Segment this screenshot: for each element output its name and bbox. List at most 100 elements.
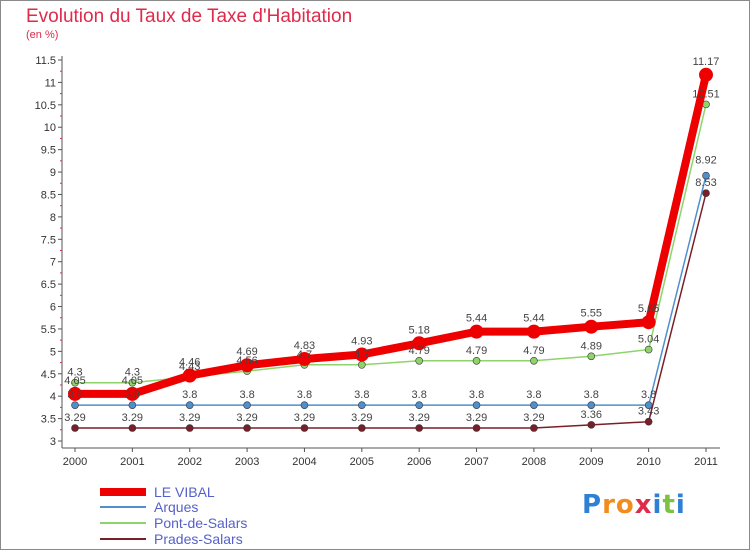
- x-tick-label: 2000: [63, 456, 87, 468]
- data-label: 4.83: [294, 340, 315, 352]
- data-point: [240, 358, 255, 373]
- data-point: [472, 424, 481, 432]
- data-label: 3.8: [641, 389, 656, 401]
- data-point: [469, 324, 484, 339]
- y-tick-label: 3.5: [41, 414, 56, 426]
- data-point: [71, 424, 79, 432]
- x-tick-label: 2011: [694, 456, 718, 468]
- data-point: [243, 401, 251, 409]
- x-tick-label: 2005: [350, 456, 374, 468]
- y-tick-label: 5.5: [41, 324, 56, 336]
- data-label: 3.36: [581, 409, 602, 421]
- data-point: [300, 424, 309, 432]
- data-label: 3.8: [412, 389, 427, 401]
- data-point: [641, 315, 656, 330]
- data-label: 8.92: [695, 155, 716, 167]
- data-label: 3.29: [351, 412, 372, 424]
- data-point: [472, 356, 481, 365]
- data-point: [297, 351, 312, 366]
- data-point: [185, 401, 194, 409]
- data-point: [587, 352, 596, 361]
- chart-subtitle: (en %): [26, 29, 59, 41]
- data-label: 3.29: [236, 412, 257, 424]
- data-label: 4.79: [523, 345, 544, 357]
- data-label: 4.43: [179, 361, 200, 373]
- data-point: [415, 401, 423, 409]
- data-label: 5.44: [523, 313, 544, 325]
- y-tick-label: 11: [45, 77, 56, 89]
- legend-label: Arques: [154, 499, 199, 515]
- chart-title: Evolution du Taux de Taxe d'Habitation: [26, 6, 353, 27]
- data-point: [584, 319, 599, 334]
- data-label: 3.43: [638, 406, 659, 418]
- data-label: 3.29: [466, 412, 487, 424]
- data-point: [71, 401, 79, 409]
- logo-letter: i: [675, 490, 686, 520]
- data-point: [530, 424, 538, 432]
- data-point: [472, 401, 481, 409]
- data-label: 4.05: [64, 375, 85, 387]
- series-line-pont-de-salars: [74, 103, 707, 384]
- data-point: [644, 345, 653, 354]
- data-label: 3.8: [182, 389, 197, 401]
- series-line-le-vibal: [71, 70, 710, 398]
- y-tick-label: 7.5: [41, 234, 56, 246]
- y-tick-label: 6: [50, 302, 56, 314]
- data-point: [530, 356, 538, 365]
- logo-letter: t: [662, 490, 676, 520]
- data-point: [125, 386, 140, 401]
- data-point: [358, 424, 366, 432]
- data-label: 3.8: [239, 389, 254, 401]
- data-point: [702, 171, 710, 180]
- y-tick-label: 9: [50, 167, 56, 179]
- data-point: [415, 356, 423, 365]
- data-point: [530, 401, 538, 409]
- logo-letter: o: [615, 490, 635, 520]
- data-label: 8.53: [695, 177, 716, 189]
- x-tick-label: 2010: [636, 456, 660, 468]
- proxiti-logo: Proxiti: [582, 490, 686, 520]
- data-label: 3.29: [408, 412, 429, 424]
- data-label: 5.44: [466, 313, 487, 325]
- data-point: [587, 421, 596, 429]
- legend-label: Prades-Salars: [154, 531, 243, 547]
- y-tick-label: 6.5: [41, 279, 56, 291]
- data-label: 5.18: [408, 324, 429, 336]
- y-tick-label: 3: [50, 436, 56, 448]
- x-tick-label: 2004: [292, 456, 316, 468]
- data-point: [412, 336, 427, 351]
- y-tick-label: 4.5: [41, 369, 56, 381]
- y-tick-label: 7: [50, 257, 56, 269]
- data-label: 4.69: [236, 346, 257, 358]
- data-label: 3.8: [67, 389, 82, 401]
- data-label: 3.29: [179, 412, 200, 424]
- data-label: 3.8: [584, 389, 599, 401]
- data-point: [358, 360, 366, 369]
- data-label: 3.8: [526, 389, 541, 401]
- data-point: [128, 401, 137, 409]
- y-tick-label: 10.5: [35, 100, 56, 112]
- y-tick-label: 8: [50, 212, 56, 224]
- x-tick-label: 2008: [522, 456, 546, 468]
- data-label: 3.29: [294, 412, 315, 424]
- x-tick-label: 2009: [579, 456, 603, 468]
- y-tick-label: 5: [50, 346, 56, 358]
- data-point: [644, 401, 653, 409]
- data-label: 4.89: [581, 340, 602, 352]
- x-tick-label: 2001: [120, 456, 144, 468]
- data-point: [300, 401, 309, 409]
- logo-letter: x: [634, 490, 653, 520]
- data-label: 3.8: [354, 389, 369, 401]
- y-tick-label: 11.5: [35, 55, 56, 67]
- legend-label: LE VIBAL: [154, 484, 215, 500]
- data-point: [415, 424, 423, 432]
- data-point: [182, 368, 197, 383]
- data-label: 5.55: [581, 308, 602, 320]
- legend-swatch: [100, 506, 146, 508]
- data-label: 4.93: [351, 335, 372, 347]
- legend-label: Pont-de-Salars: [154, 515, 248, 531]
- data-point: [702, 189, 710, 197]
- data-point: [128, 424, 137, 432]
